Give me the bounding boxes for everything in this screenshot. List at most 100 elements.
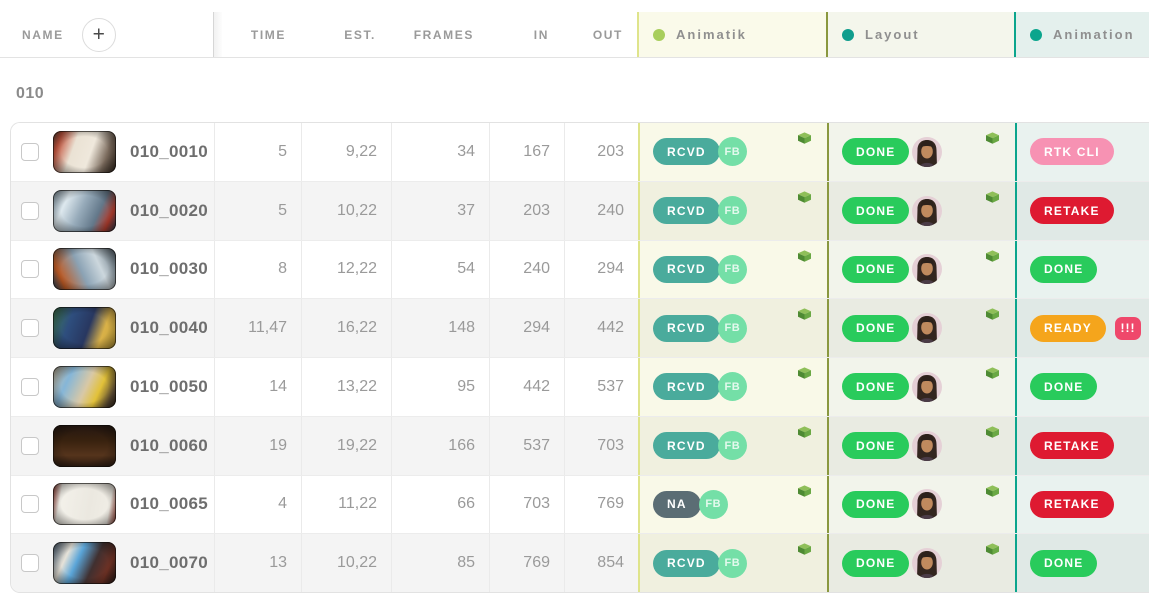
shot-name[interactable]: 010_0020: [130, 200, 209, 220]
animatik-status-badge[interactable]: RCVD: [653, 432, 720, 460]
row-checkbox[interactable]: [21, 377, 39, 396]
est-column-header[interactable]: EST.: [344, 27, 376, 42]
animatik-task-cell[interactable]: RCVD FB: [638, 181, 827, 240]
animatik-status-badge[interactable]: RCVD: [653, 549, 720, 577]
shot-name[interactable]: 010_0065: [130, 494, 209, 514]
frames-column-header[interactable]: FRAMES: [413, 27, 474, 42]
layout-status-badge[interactable]: DONE: [842, 197, 910, 225]
shot-name[interactable]: 010_0050: [130, 376, 209, 396]
layout-task-cell[interactable]: DONE: [827, 299, 1015, 357]
animation-status-badge[interactable]: RTK CLI: [1030, 138, 1114, 166]
shot-thumbnail[interactable]: [53, 130, 116, 173]
animatik-status-badge[interactable]: RCVD: [653, 138, 720, 166]
row-checkbox[interactable]: [21, 319, 39, 338]
layout-status-badge[interactable]: DONE: [842, 490, 910, 518]
animation-task-cell[interactable]: RETAKE: [1015, 181, 1149, 240]
animatik-task-cell[interactable]: RCVD FB: [638, 123, 827, 181]
animatik-task-cell[interactable]: RCVD FB: [638, 240, 827, 299]
feedback-badge[interactable]: FB: [717, 431, 747, 461]
layout-status-badge[interactable]: DONE: [842, 373, 910, 401]
assignee-avatar[interactable]: [912, 136, 943, 167]
animatik-status-badge[interactable]: RCVD: [653, 255, 720, 283]
layout-status-badge[interactable]: DONE: [842, 255, 910, 283]
row-checkbox[interactable]: [21, 201, 39, 220]
layout-status-badge[interactable]: DONE: [842, 549, 910, 577]
animation-task-cell[interactable]: DONE: [1015, 358, 1149, 416]
animatik-task-cell[interactable]: RCVD FB: [638, 358, 827, 416]
animation-status-badge[interactable]: RETAKE: [1030, 197, 1114, 225]
animatik-task-cell[interactable]: RCVD FB: [638, 299, 827, 357]
feedback-badge[interactable]: FB: [717, 548, 747, 578]
layout-task-cell[interactable]: DONE: [827, 475, 1015, 534]
layout-task-cell[interactable]: DONE: [827, 240, 1015, 299]
shot-thumbnail[interactable]: [53, 542, 116, 585]
animatik-column-header[interactable]: Animatik: [637, 12, 826, 57]
layout-task-cell[interactable]: DONE: [827, 181, 1015, 240]
feedback-badge[interactable]: FB: [717, 372, 747, 402]
animation-status-badge[interactable]: DONE: [1030, 255, 1098, 283]
animatik-status-badge[interactable]: RCVD: [653, 373, 720, 401]
row-checkbox[interactable]: [21, 436, 39, 455]
feedback-badge[interactable]: FB: [717, 313, 747, 343]
sequence-group-label[interactable]: 010: [16, 85, 45, 102]
frames-cell: 95: [391, 358, 489, 416]
animation-column-header[interactable]: Animation: [1014, 12, 1149, 57]
animation-task-cell[interactable]: DONE: [1015, 534, 1149, 592]
shot-name[interactable]: 010_0030: [130, 259, 209, 279]
row-checkbox[interactable]: [21, 554, 39, 573]
layout-column-header[interactable]: Layout: [826, 12, 1014, 57]
layout-status-badge[interactable]: DONE: [842, 138, 910, 166]
add-column-button[interactable]: +: [81, 17, 116, 52]
shot-name[interactable]: 010_0060: [130, 435, 209, 455]
feedback-badge[interactable]: FB: [698, 489, 728, 519]
out-cell: 703: [564, 416, 638, 475]
animatik-task-cell[interactable]: NA FB: [638, 475, 827, 534]
layout-status-badge[interactable]: DONE: [842, 432, 910, 460]
layout-task-cell[interactable]: DONE: [827, 534, 1015, 592]
animation-status-badge[interactable]: RETAKE: [1030, 432, 1114, 460]
assignee-avatar[interactable]: [912, 195, 943, 226]
assignee-avatar[interactable]: [912, 548, 943, 579]
animatik-task-cell[interactable]: RCVD FB: [638, 534, 827, 592]
shot-name[interactable]: 010_0040: [130, 318, 209, 338]
animation-task-cell[interactable]: DONE: [1015, 240, 1149, 299]
animation-task-cell[interactable]: RETAKE: [1015, 475, 1149, 534]
shot-name[interactable]: 010_0070: [130, 553, 209, 573]
row-checkbox[interactable]: [21, 495, 39, 514]
layout-status-badge[interactable]: DONE: [842, 314, 910, 342]
assignee-avatar[interactable]: [912, 430, 943, 461]
animatik-status-badge[interactable]: RCVD: [653, 314, 720, 342]
assignee-avatar[interactable]: [912, 489, 943, 520]
animation-status-badge[interactable]: READY: [1030, 314, 1107, 342]
shot-thumbnail[interactable]: [53, 424, 116, 467]
in-column-header[interactable]: IN: [533, 27, 549, 42]
feedback-badge[interactable]: FB: [717, 254, 747, 284]
out-column-header[interactable]: OUT: [592, 27, 623, 42]
animation-status-badge[interactable]: DONE: [1030, 373, 1098, 401]
feedback-badge[interactable]: FB: [717, 196, 747, 226]
shot-thumbnail[interactable]: [53, 365, 116, 408]
row-checkbox[interactable]: [21, 142, 39, 161]
assignee-avatar[interactable]: [912, 371, 943, 402]
shot-name[interactable]: 010_0010: [130, 141, 209, 161]
layout-task-cell[interactable]: DONE: [827, 123, 1015, 181]
layout-task-cell[interactable]: DONE: [827, 358, 1015, 416]
feedback-badge[interactable]: FB: [717, 137, 747, 167]
shot-thumbnail[interactable]: [53, 248, 116, 291]
assignee-avatar[interactable]: [912, 313, 943, 344]
shot-thumbnail[interactable]: [53, 307, 116, 350]
animatik-status-badge[interactable]: RCVD: [653, 197, 720, 225]
row-checkbox[interactable]: [21, 260, 39, 279]
shot-thumbnail[interactable]: [53, 483, 116, 526]
time-column-header[interactable]: TIME: [250, 27, 286, 42]
animatik-status-badge[interactable]: NA: [653, 490, 701, 518]
animation-task-cell[interactable]: RTK CLI: [1015, 123, 1149, 181]
animatik-task-cell[interactable]: RCVD FB: [638, 416, 827, 475]
animation-task-cell[interactable]: RETAKE: [1015, 416, 1149, 475]
layout-task-cell[interactable]: DONE: [827, 416, 1015, 475]
shot-thumbnail[interactable]: [53, 189, 116, 232]
animation-task-cell[interactable]: READY !!!: [1015, 299, 1149, 357]
animation-status-badge[interactable]: DONE: [1030, 549, 1098, 577]
assignee-avatar[interactable]: [912, 254, 943, 285]
animation-status-badge[interactable]: RETAKE: [1030, 490, 1114, 518]
